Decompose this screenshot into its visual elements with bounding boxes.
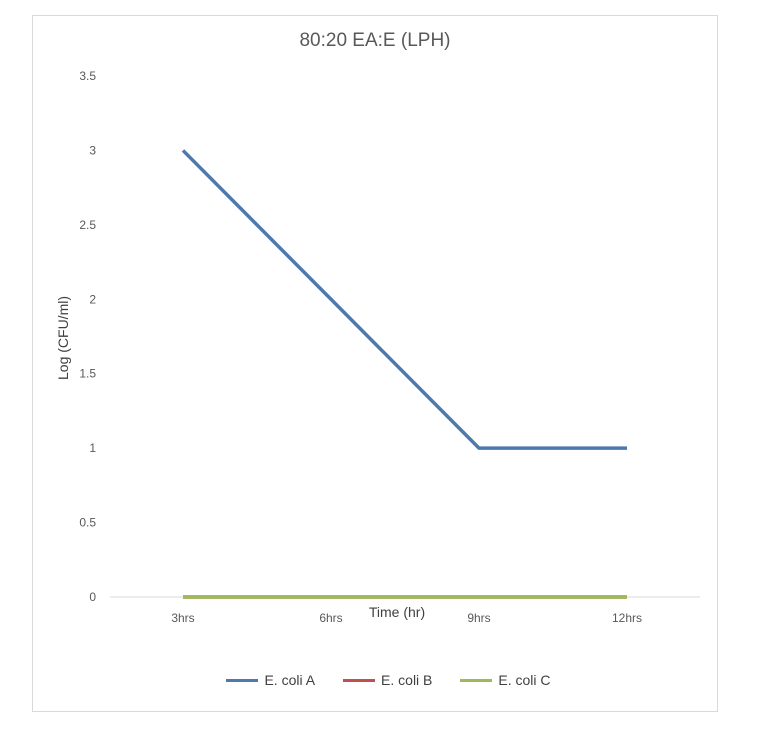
y-tick-label: 1: [89, 441, 96, 455]
chart-title: 80:20 EA:E (LPH): [299, 30, 451, 51]
x-tick-label: 9hrs: [467, 611, 490, 625]
legend-label: E. coli C: [498, 672, 551, 688]
legend-item: E. coli A: [226, 672, 315, 688]
legend-label: E. coli A: [264, 672, 316, 688]
y-tick-label: 3: [89, 143, 96, 157]
y-tick-label: 3.5: [79, 69, 96, 83]
legend: E. coli A E. coli B E. coli C: [0, 672, 777, 688]
y-tick-label: 1.5: [79, 367, 96, 381]
legend-item: E. coli C: [460, 672, 551, 688]
y-tick-label: 2: [89, 292, 96, 306]
y-tick-label: 0.5: [79, 516, 96, 530]
x-tick-label: 12hrs: [612, 611, 642, 625]
x-tick-label: 6hrs: [319, 611, 342, 625]
y-axis-label: Log (CFU/ml): [55, 296, 71, 380]
x-axis-label: Time (hr): [369, 604, 425, 620]
y-tick-label: 2.5: [79, 218, 96, 232]
x-tick-label: 3hrs: [171, 611, 194, 625]
y-tick-label: 0: [89, 590, 96, 604]
legend-item: E. coli B: [343, 672, 432, 688]
legend-swatch: [226, 678, 259, 682]
legend-swatch: [460, 678, 493, 682]
legend-swatch: [343, 678, 376, 682]
series-line-e-coli-a: [181, 149, 627, 450]
legend-label: E. coli B: [381, 672, 433, 688]
